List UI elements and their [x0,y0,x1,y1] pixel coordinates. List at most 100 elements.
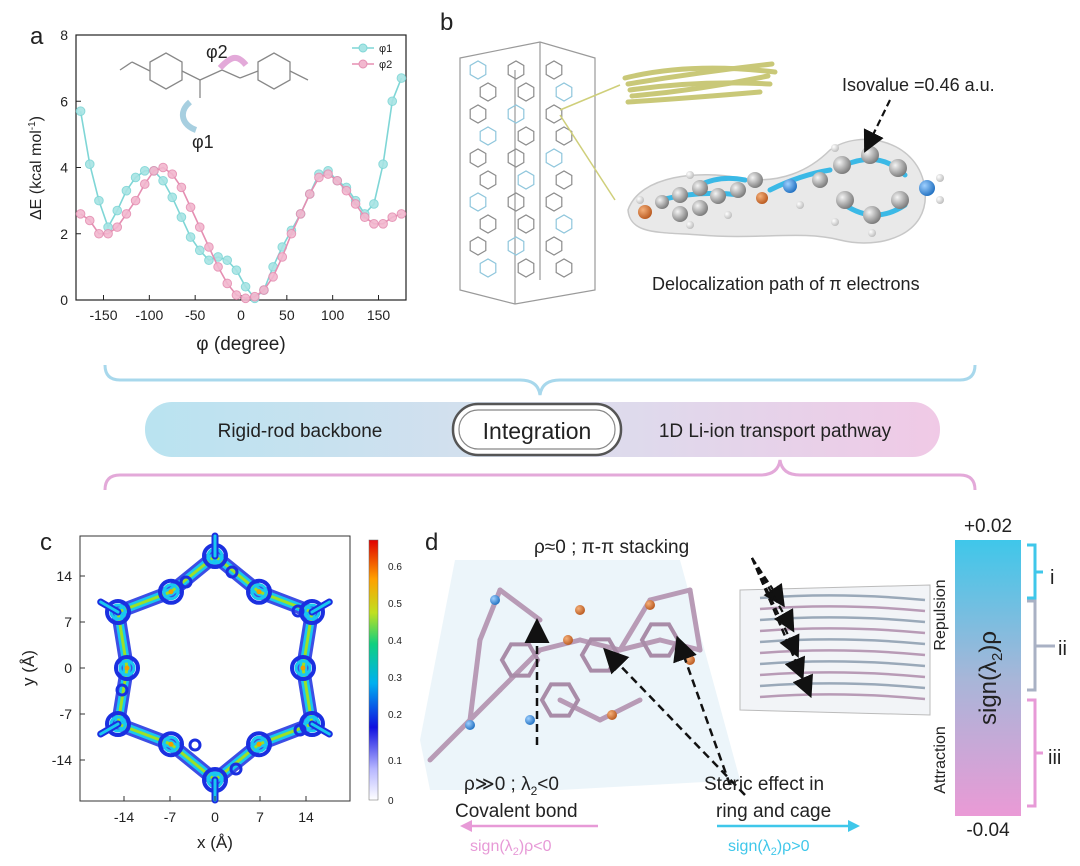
atom [692,200,708,216]
cage-ring [517,126,535,146]
data-point [341,185,352,196]
amide-bond-2 [199,69,223,81]
colorbar-tick-label: 0.3 [388,673,402,684]
contour-y-label: y (Å) [19,650,38,686]
contour-y-tick-label: 14 [56,568,72,584]
amide-bond-4 [239,70,259,79]
phi1-rotation-arrow [179,99,198,133]
stacking-label: ρ≈0 ; π-π stacking [534,537,689,558]
atom [936,174,944,182]
zoom-line-top [559,84,621,111]
atom [465,720,475,730]
colorbar-tick-label: 0.1 [388,756,402,767]
positive-sign-label: sign(λ2)ρ>0 [728,838,810,858]
data-point [240,293,251,304]
contour-satellite [291,604,305,618]
y-tick-label: 8 [60,27,68,43]
contour-node-core [256,589,262,595]
atom [724,211,732,219]
data-point [277,252,288,262]
colorbar-tick-label: 0.5 [388,599,402,610]
amide-bond-3 [221,69,241,79]
cage-ring [469,192,487,212]
contour-node-inner [162,583,180,601]
panel-label-b: b [440,9,453,36]
data-point [259,285,269,295]
bond [467,687,503,723]
data-point [359,212,370,222]
stack-layer [759,693,926,701]
contour-satellite [229,762,243,776]
amine-bond [289,70,309,81]
cage-ring [469,60,487,80]
atom [756,192,768,204]
contour-ring [97,532,333,804]
atom [889,159,907,177]
bond [687,587,703,653]
cage-ring [517,258,535,278]
atom [831,144,839,152]
bracket-ii [1027,599,1055,692]
data-point [112,205,123,216]
data-point [396,73,407,83]
colorbar-ticks: 0.6 0.5 0.4 0.3 0.2 0.1 0 [388,562,402,807]
cage-ring [479,258,497,278]
atom [563,635,573,645]
data-point [130,195,141,206]
ring [539,682,581,718]
bond [497,647,543,693]
y-tick-label: 6 [60,93,68,109]
stack-layer [759,649,926,657]
data-point [75,209,86,219]
panel-label-a: a [30,23,44,50]
cage-ring [555,126,573,146]
x-axis-label: φ (degree) [196,334,285,355]
integration-label: Integration [483,418,592,444]
benzene-ring-right [257,52,291,90]
negative-sign-label: sign(λ2)ρ<0 [470,838,552,858]
chart-frame [75,34,407,301]
atom [796,201,804,209]
contour-node-ring [105,711,132,737]
x-tick-label: -100 [135,307,163,323]
data-point [75,106,86,116]
cage-ring [517,82,535,102]
contour-node-ring [298,599,325,625]
contour-satellite [179,575,193,589]
data-point [231,290,242,300]
contour-node-inner [303,603,321,621]
data-point [176,182,187,193]
data-point [295,209,306,219]
contour-satellite [115,683,129,697]
nci-stacked-layers [759,594,926,701]
colorbar-tick-label: 0.6 [388,562,402,573]
data-point [149,166,159,176]
data-point [222,255,233,266]
scale-gradient-bar [955,540,1021,816]
contour-y-tick-label: -14 [52,752,72,768]
sign-lambda-scale: +0.02 -0.04 sign(λ2)ρ Repulsion Attracti… [932,516,1067,841]
cage-ring [555,258,573,278]
contour-node-inner [118,659,136,677]
contour-node-ring [105,599,132,625]
contour-x-tick-label: 14 [298,809,314,825]
data-point [112,222,123,232]
atom [490,595,500,605]
data-point [103,228,113,239]
contour-node-ring [114,655,140,681]
steric-arrow-2 [673,635,732,786]
cage-ring [507,192,525,212]
molecule-inset [119,52,309,98]
panel-label-c: c [40,529,52,556]
bond [537,637,583,653]
data-point [204,242,214,252]
cage-ring [545,192,563,212]
phi1-label: φ1 [192,132,214,152]
legend-marker-phi1 [358,43,368,53]
scale-bottom-value: -0.04 [966,820,1010,841]
atom [672,206,688,222]
cage-ring [545,104,563,124]
data-point [185,232,196,242]
data-point [158,162,168,173]
